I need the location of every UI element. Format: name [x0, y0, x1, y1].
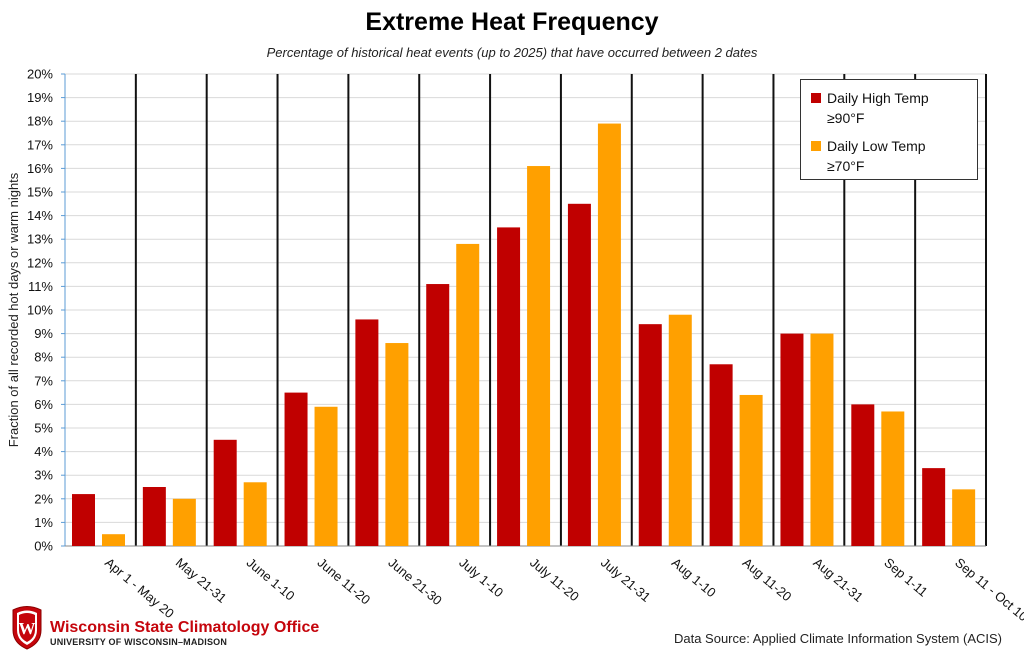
y-axis-title: Fraction of all recorded hot days or war…	[6, 172, 21, 447]
bar-low-temp	[243, 482, 267, 546]
y-tick-label: 4%	[34, 444, 53, 459]
x-tick-label: Sep 11 - Oct 10	[952, 555, 1024, 624]
y-tick-label: 2%	[34, 491, 53, 506]
y-tick-label: 6%	[34, 397, 53, 412]
y-tick-label: 12%	[27, 255, 53, 270]
y-tick-label: 20%	[27, 67, 53, 82]
legend-label-high: Daily High Temp ≥90°F	[827, 88, 977, 128]
legend-label-high-line1: Daily High Temp	[827, 90, 929, 106]
bar-low-temp	[668, 314, 692, 546]
x-tick-label: June 11-20	[315, 555, 374, 608]
y-tick-label: 9%	[34, 326, 53, 341]
legend-label-low-line1: Daily Low Temp	[827, 138, 926, 154]
legend-label-high-line2: ≥90°F	[827, 110, 865, 126]
x-tick-label: Sep 1-11	[881, 555, 930, 600]
bar-high-temp	[72, 494, 95, 546]
x-tick-label: Aug 11-20	[740, 555, 795, 604]
y-tick-label: 1%	[34, 515, 53, 530]
bar-low-temp	[739, 394, 763, 546]
bar-high-temp	[284, 392, 308, 546]
bar-low-temp	[527, 166, 551, 547]
crest-letter: W	[19, 619, 36, 638]
y-tick-label: 7%	[34, 373, 53, 388]
bar-low-temp	[810, 333, 834, 546]
y-tick-label: 11%	[28, 279, 53, 294]
bar-high-temp	[851, 404, 875, 546]
bar-high-temp	[213, 439, 237, 546]
bar-high-temp	[426, 284, 450, 546]
y-tick-label: 13%	[27, 232, 53, 247]
x-tick-label: July 11-20	[527, 555, 582, 604]
y-tick-label: 15%	[27, 185, 53, 200]
bar-low-temp	[456, 243, 480, 547]
bar-low-temp	[881, 411, 905, 546]
legend-label-low-line2: ≥70°F	[827, 158, 865, 174]
org-logo: W Wisconsin State Climatology Office UNI…	[10, 604, 319, 652]
x-tick-label: June 21-30	[385, 555, 444, 608]
x-tick-label: June 1-10	[244, 555, 298, 604]
y-tick-label: 14%	[27, 208, 53, 223]
legend-swatch-high	[811, 93, 821, 103]
y-tick-label: 10%	[27, 303, 53, 318]
y-tick-label: 8%	[34, 350, 53, 365]
y-tick-label: 0%	[34, 539, 53, 554]
y-tick-label: 16%	[27, 161, 53, 176]
bar-low-temp	[172, 498, 196, 546]
bar-high-temp	[709, 364, 733, 546]
y-tick-label: 18%	[27, 114, 53, 129]
legend-label-low: Daily Low Temp ≥70°F	[827, 136, 977, 176]
data-source: Data Source: Applied Climate Information…	[673, 631, 1002, 646]
x-tick-label: Aug 1-10	[669, 555, 719, 600]
uw-crest-icon: W	[12, 606, 42, 650]
y-tick-label: 17%	[27, 137, 53, 152]
bar-high-temp	[355, 319, 379, 546]
bar-high-temp	[142, 487, 166, 546]
legend-swatch-low	[811, 141, 821, 151]
bar-low-temp	[952, 489, 976, 546]
org-subname: UNIVERSITY OF WISCONSIN–MADISON	[50, 637, 228, 647]
chart-title: Extreme Heat Frequency	[365, 8, 659, 36]
bar-low-temp	[385, 343, 409, 546]
x-tick-label: May 21-31	[173, 555, 230, 606]
bar-low-temp	[597, 123, 621, 546]
bar-low-temp	[314, 406, 338, 546]
y-tick-label: 3%	[34, 468, 53, 483]
x-tick-label: July 1-10	[456, 555, 506, 600]
chart-subtitle: Percentage of historical heat events (up…	[266, 45, 758, 60]
chart-legend: Daily High Temp ≥90°F Daily Low Temp ≥70…	[800, 79, 978, 180]
bar-high-temp	[780, 333, 804, 546]
y-tick-label: 19%	[27, 90, 53, 105]
bar-high-temp	[922, 468, 946, 546]
bar-high-temp	[567, 203, 591, 547]
bar-high-temp	[638, 324, 662, 546]
bar-low-temp	[102, 534, 125, 546]
x-tick-label: July 21-31	[598, 555, 654, 605]
org-name: Wisconsin State Climatology Office	[50, 619, 320, 636]
x-tick-label: Aug 21-31	[810, 555, 866, 605]
y-tick-label: 5%	[34, 421, 53, 436]
bar-high-temp	[497, 227, 521, 546]
